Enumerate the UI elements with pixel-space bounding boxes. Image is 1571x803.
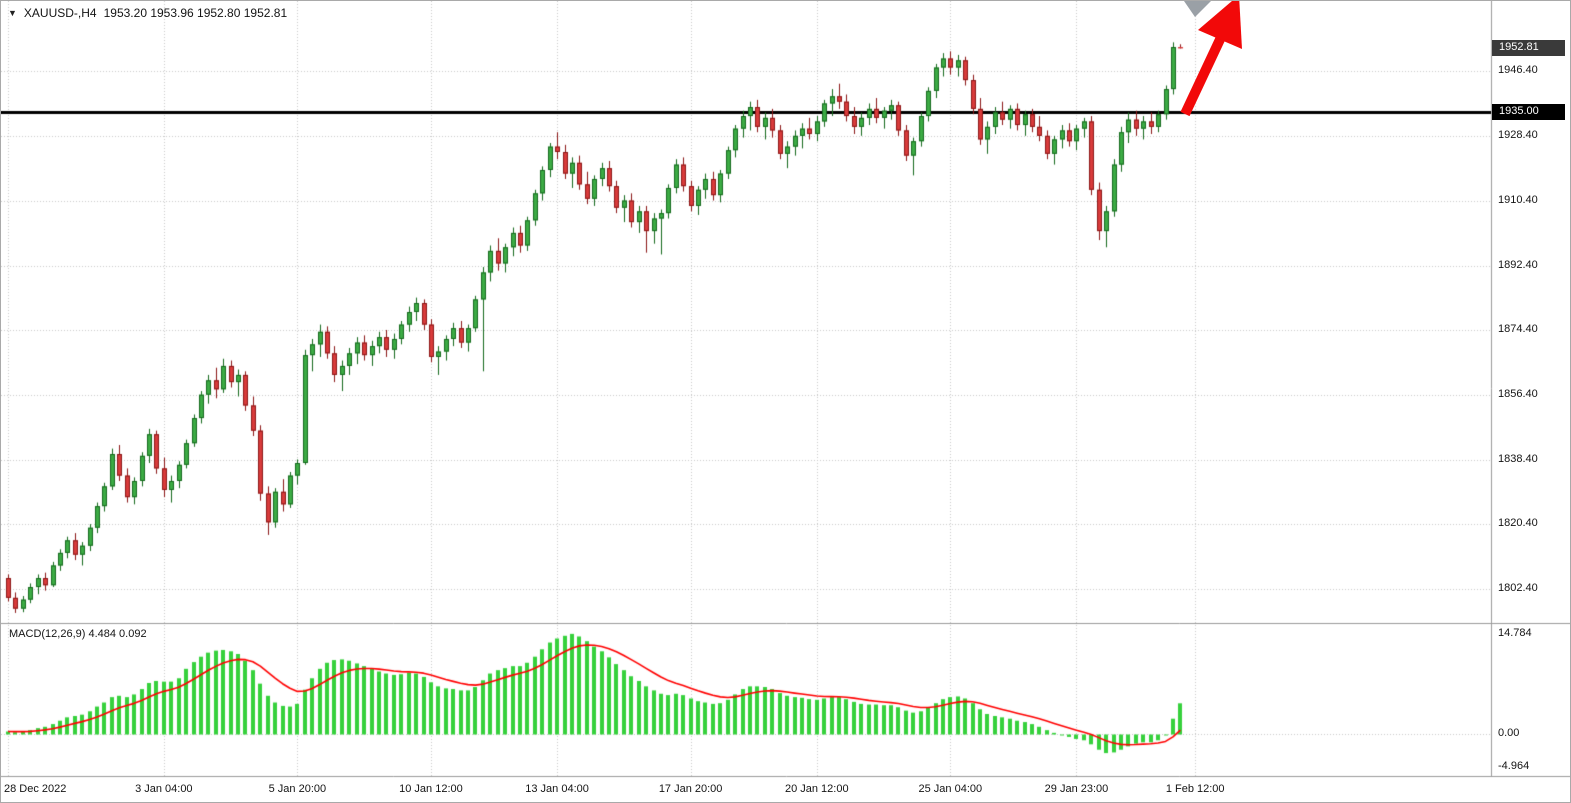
- time-axis-label: 10 Jan 12:00: [399, 783, 463, 795]
- time-axis-label: 1 Feb 12:00: [1165, 783, 1225, 795]
- macd-axis-label: -4.964: [1498, 759, 1530, 772]
- price-axis-label: 1838.40: [1498, 452, 1538, 465]
- macd-axis-label: 0.00: [1498, 726, 1520, 739]
- horizontal-line-price-badge: 1935.00: [1492, 104, 1565, 121]
- price-axis-label: 1856.40: [1498, 388, 1538, 401]
- current-price-badge: 1952.81: [1492, 40, 1565, 57]
- price-axis-label: 1910.40: [1498, 193, 1538, 206]
- price-axis-label: 1892.40: [1498, 258, 1538, 271]
- symbol-dropdown-icon[interactable]: ▼: [8, 7, 17, 18]
- price-axis-label: 1946.40: [1498, 64, 1538, 77]
- macd-axis-label: 14.784: [1498, 626, 1532, 639]
- time-axis-label: 13 Jan 04:00: [525, 783, 589, 795]
- price-axis-label: 1928.40: [1498, 129, 1538, 142]
- time-axis-label: 25 Jan 04:00: [918, 783, 983, 795]
- time-axis-label: 17 Jan 20:00: [658, 783, 723, 795]
- chart-header: ▼ XAUUSD-,H4 1953.20 1953.96 1952.80 195…: [8, 6, 287, 20]
- time-axis-label: 20 Jan 12:00: [784, 783, 849, 795]
- price-axis-label: 1874.40: [1498, 323, 1538, 336]
- price-axis-label: 1802.40: [1498, 582, 1538, 595]
- symbol-timeframe-label: XAUUSD-,H4: [23, 6, 97, 20]
- price-axis-label: 1820.40: [1498, 517, 1538, 530]
- macd-indicator-label: MACD(12,26,9) 4.484 0.092: [9, 628, 147, 640]
- time-axis-label: 5 Jan 20:00: [268, 783, 327, 795]
- time-axis-label: 29 Jan 23:00: [1044, 783, 1109, 795]
- time-axis-label: 3 Jan 04:00: [135, 783, 193, 795]
- time-axis-label: 28 Dec 2022: [4, 783, 67, 795]
- ohlc-values: 1953.20 1953.96 1952.80 1952.81: [103, 6, 288, 20]
